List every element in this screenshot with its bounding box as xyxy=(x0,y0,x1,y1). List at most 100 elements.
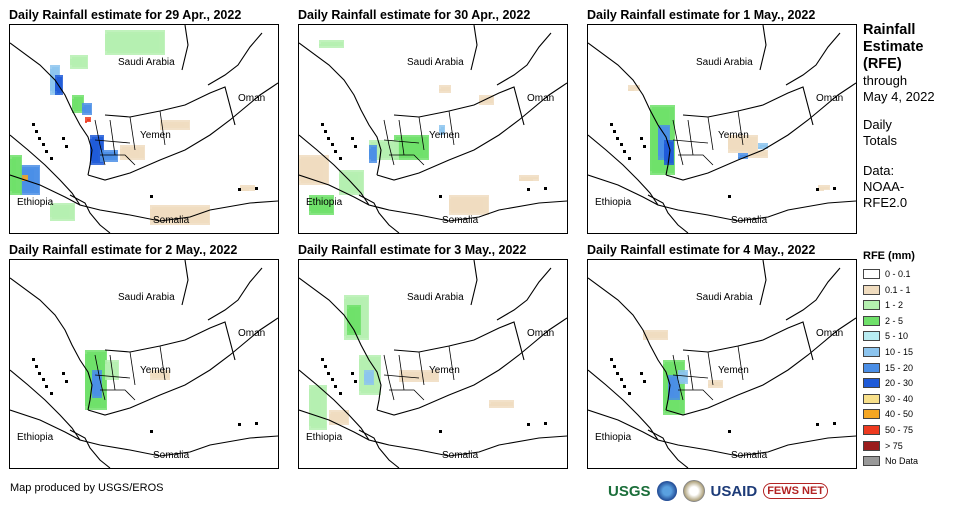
boundary-line xyxy=(588,134,856,222)
label-oman: Oman xyxy=(238,93,266,104)
boundary-line xyxy=(69,429,111,468)
boundary-line xyxy=(10,42,93,176)
island-speck xyxy=(42,143,45,146)
boundary-line xyxy=(358,194,400,233)
governorate-line xyxy=(678,154,714,166)
noaa-logo-icon xyxy=(656,481,677,501)
boundary-line xyxy=(785,267,841,321)
label-yemen: Yemen xyxy=(429,365,460,376)
governorate-line xyxy=(687,119,694,156)
island-speck xyxy=(238,188,241,191)
island-speck xyxy=(339,157,342,160)
label-somalia: Somalia xyxy=(731,450,768,461)
legend-swatch xyxy=(863,456,880,467)
legend-label: No Data xyxy=(885,456,919,467)
boundary-line xyxy=(104,321,236,361)
rainfall-patch xyxy=(748,154,762,156)
rainfall-patch xyxy=(658,129,664,156)
governorate-line xyxy=(448,110,455,146)
legend-through-line: May 4, 2022 xyxy=(863,89,935,104)
label-oman: Oman xyxy=(816,93,844,104)
boundary-line xyxy=(682,86,814,126)
label-ethiopia: Ethiopia xyxy=(306,432,343,443)
governorate-line xyxy=(672,119,684,166)
rainfall-patch xyxy=(84,105,91,113)
rainfall-patch xyxy=(364,374,368,381)
governorate-line xyxy=(94,139,131,144)
rainfall-patch xyxy=(74,97,83,111)
boundary-line xyxy=(181,260,189,306)
rainfall-patch xyxy=(309,389,321,426)
label-yemen: Yemen xyxy=(140,130,171,141)
boundary-line xyxy=(588,174,659,206)
island-speck xyxy=(238,423,241,426)
map-frame: Saudi Arabia Oman Yemen Ethiopia Somalia xyxy=(9,259,279,469)
legend-heading-line: (RFE) xyxy=(863,56,902,72)
island-speck xyxy=(35,365,38,368)
boundary-line xyxy=(393,86,525,126)
label-saudi-arabia: Saudi Arabia xyxy=(696,292,753,303)
governorate-line xyxy=(109,354,116,391)
boundary-line xyxy=(10,174,81,206)
island-speck xyxy=(35,130,38,133)
legend-label: 2 - 5 xyxy=(885,315,904,326)
rainfall-patch xyxy=(12,157,21,193)
boundary-line xyxy=(299,369,567,457)
island-speck xyxy=(816,188,819,191)
rainfall-map xyxy=(10,25,278,233)
island-speck xyxy=(628,157,631,160)
rainfall-patch xyxy=(664,144,668,161)
governorate-line xyxy=(448,345,455,381)
governorate-line xyxy=(159,110,166,146)
rainfall-map xyxy=(588,260,856,468)
rainfall-patch xyxy=(120,149,139,156)
rainfall-map xyxy=(299,260,567,468)
island-speck xyxy=(833,187,836,190)
island-speck xyxy=(334,150,337,153)
boundary-line xyxy=(393,321,525,361)
rainfall-patch xyxy=(329,414,343,421)
governorate-line xyxy=(672,354,684,401)
label-oman: Oman xyxy=(238,328,266,339)
boundaries-layer xyxy=(588,25,856,233)
governorate-line xyxy=(94,119,106,166)
map-credit: Map produced by USGS/EROS xyxy=(10,482,164,494)
island-speck xyxy=(610,123,613,126)
rainfall-patch xyxy=(72,99,78,109)
rainfall-patch xyxy=(90,139,98,161)
island-speck xyxy=(623,150,626,153)
boundaries-layer xyxy=(10,25,278,233)
rainfall-patch xyxy=(678,374,682,380)
boundary-line xyxy=(470,260,478,306)
island-speck xyxy=(327,137,330,140)
rainfall-patch xyxy=(309,199,328,211)
governorate-line xyxy=(707,351,714,386)
island-speck xyxy=(50,157,53,160)
map-panel-5: Daily Rainfall estimate for 3 May., 2022… xyxy=(298,241,568,469)
map-frame: Saudi Arabia Oman Yemen Ethiopia Somalia xyxy=(298,259,568,469)
fews-net-logo: FEWS NET xyxy=(763,483,829,499)
rainfall-patch xyxy=(240,189,249,191)
governorate-line xyxy=(737,345,744,381)
island-speck xyxy=(613,365,616,368)
island-speck xyxy=(613,130,616,133)
rainfall-patch xyxy=(50,69,54,91)
island-speck xyxy=(616,372,619,375)
legend-data-line: Data: xyxy=(863,163,895,178)
rainfall-layer xyxy=(628,85,830,191)
label-ethiopia: Ethiopia xyxy=(17,197,54,208)
rainfall-patch xyxy=(708,384,717,386)
rainfall-patch xyxy=(820,187,829,189)
rainfall-patch xyxy=(105,34,159,51)
legend-swatch xyxy=(863,440,880,451)
rainfall-patch xyxy=(628,89,634,91)
legend-daily-line: Daily xyxy=(863,117,892,132)
map-panel-2: Daily Rainfall estimate for 30 Apr., 202… xyxy=(298,6,568,234)
island-speck xyxy=(544,422,547,425)
island-speck xyxy=(833,422,836,425)
island-speck xyxy=(32,123,35,126)
island-speck xyxy=(334,385,337,388)
legend-swatch xyxy=(863,409,880,420)
governorate-line xyxy=(398,354,405,391)
boundary-line xyxy=(299,277,382,411)
